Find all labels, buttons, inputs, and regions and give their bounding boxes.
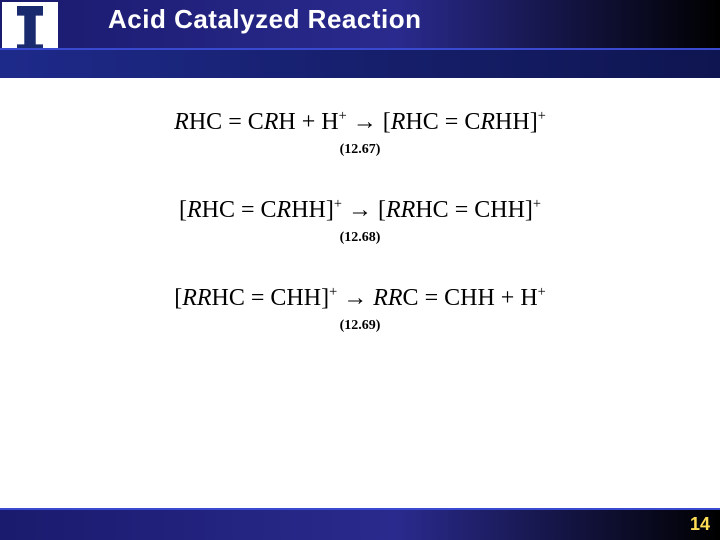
eq3-lhs-HC: HC — [212, 285, 245, 311]
eq2-arrow: → — [342, 197, 378, 223]
eq2-rhs-eq: = — [449, 197, 475, 223]
eq3-rhs-C: C — [403, 285, 419, 311]
eq3-rhs-plus: + H — [495, 285, 538, 311]
eq3-lhs-sup: + — [329, 284, 337, 300]
equation-1: RHC = CRH + H+ → [RHC = CRHH]+ — [0, 108, 720, 136]
eq2-lhs-close: ] — [326, 197, 334, 223]
eq2-lhs-R: R — [187, 197, 202, 223]
eq1-rhs-R: R — [391, 109, 406, 135]
eq3-lhs-eq: = — [245, 285, 271, 311]
eq1-lhs-R2: R — [264, 109, 279, 135]
equation-2-label: (12.68) — [0, 230, 720, 246]
eq3-lhs-RR: RR — [182, 285, 211, 311]
eq2-lhs-eq: = — [235, 197, 261, 223]
eq2-lhs-R2: R — [277, 197, 292, 223]
header-underbar — [0, 48, 720, 78]
eq2-lhs-sup: + — [334, 196, 342, 212]
eq1-rhs-HC: HC — [405, 109, 438, 135]
eq1-rhs-open: [ — [383, 109, 391, 135]
equation-2: [RHC = CRHH]+ → [RRHC = CHH]+ — [0, 196, 720, 224]
eq1-lhs-C: C — [248, 109, 264, 135]
eq2-rhs-CHH: CHH — [474, 197, 525, 223]
logo-letter-i — [17, 6, 43, 54]
eq1-rhs-sup: + — [538, 108, 546, 124]
page-number: 14 — [690, 514, 710, 535]
eq1-lhs-R: R — [174, 109, 189, 135]
slide-footer: 14 — [0, 508, 720, 540]
eq3-lhs-open: [ — [174, 285, 182, 311]
eq3-rhs-CHH: CHH — [444, 285, 495, 311]
eq1-lhs-HC: HC — [189, 109, 222, 135]
eq2-rhs-close: ] — [525, 197, 533, 223]
eq2-lhs-open: [ — [179, 197, 187, 223]
equation-1-label: (12.67) — [0, 142, 720, 158]
eq2-rhs-HC: HC — [415, 197, 448, 223]
eq3-lhs-close: ] — [321, 285, 329, 311]
eq2-lhs-C: C — [261, 197, 277, 223]
eq1-lhs-H: H — [278, 109, 295, 135]
eq3-arrow: → — [337, 285, 373, 311]
eq2-rhs-sup: + — [533, 196, 541, 212]
slide-header: Acid Catalyzed Reaction — [0, 0, 720, 78]
eq1-rhs-C: C — [464, 109, 480, 135]
eq1-rhs-close: ] — [530, 109, 538, 135]
slide-title: Acid Catalyzed Reaction — [108, 4, 421, 35]
eq2-rhs-open: [ — [378, 197, 386, 223]
eq2-rhs-RR: RR — [386, 197, 415, 223]
slide-content: RHC = CRH + H+ → [RHC = CRHH]+ (12.67) [… — [0, 78, 720, 334]
eq3-rhs-RR: RR — [373, 285, 402, 311]
eq1-rhs-R2: R — [480, 109, 495, 135]
eq1-lhs-eq: = — [222, 109, 248, 135]
eq2-lhs-HC: HC — [202, 197, 235, 223]
eq1-rhs-eq: = — [439, 109, 465, 135]
eq3-rhs-sup: + — [538, 284, 546, 300]
eq1-lhs-plus: + H — [296, 109, 339, 135]
eq2-lhs-HH: HH — [291, 197, 326, 223]
eq1-arrow: → — [347, 109, 383, 135]
eq1-rhs-HH: HH — [495, 109, 530, 135]
equation-3-label: (12.69) — [0, 318, 720, 334]
eq3-lhs-CHH: CHH — [270, 285, 321, 311]
equation-3: [RRHC = CHH]+ → RRC = CHH + H+ — [0, 284, 720, 312]
eq3-rhs-eq: = — [419, 285, 445, 311]
eq1-lhs-sup: + — [339, 108, 347, 124]
